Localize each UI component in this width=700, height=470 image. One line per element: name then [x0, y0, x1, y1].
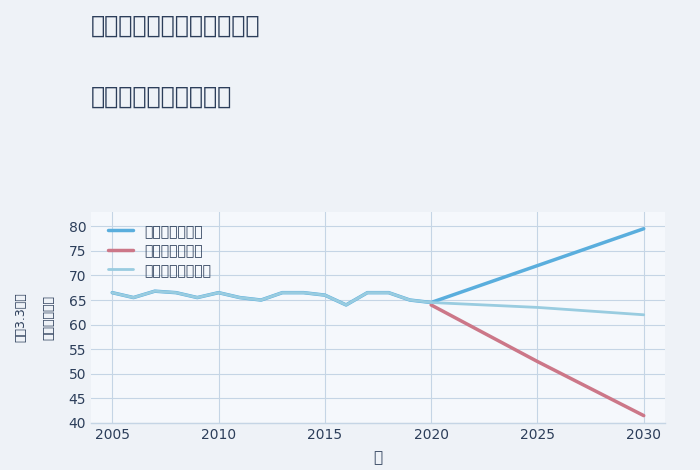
ノーマルシナリオ: [214, 290, 223, 296]
グッドシナリオ: [257, 297, 265, 303]
バッドシナリオ: [427, 302, 435, 308]
グッドシナリオ: [533, 263, 542, 268]
グッドシナリオ: [278, 290, 286, 296]
グッドシナリオ: [172, 290, 180, 296]
Text: 兵庫県丹波市市島町酒梨の: 兵庫県丹波市市島町酒梨の: [91, 14, 260, 38]
ノーマルシナリオ: [363, 290, 372, 296]
グッドシナリオ: [363, 290, 372, 296]
グッドシナリオ: [640, 226, 648, 232]
ノーマルシナリオ: [193, 295, 202, 300]
ノーマルシナリオ: [278, 290, 286, 296]
X-axis label: 年: 年: [373, 450, 383, 465]
ノーマルシナリオ: [150, 289, 159, 294]
バッドシナリオ: [640, 413, 648, 418]
Line: グッドシナリオ: グッドシナリオ: [112, 229, 644, 305]
グッドシナリオ: [321, 292, 329, 298]
グッドシナリオ: [108, 290, 116, 296]
グッドシナリオ: [236, 295, 244, 300]
ノーマルシナリオ: [257, 297, 265, 303]
Line: ノーマルシナリオ: ノーマルシナリオ: [112, 291, 644, 315]
グッドシナリオ: [130, 295, 138, 300]
ノーマルシナリオ: [384, 290, 393, 296]
ノーマルシナリオ: [172, 290, 180, 296]
グッドシナリオ: [193, 295, 202, 300]
ノーマルシナリオ: [406, 297, 414, 303]
ノーマルシナリオ: [300, 290, 308, 296]
ノーマルシナリオ: [108, 290, 116, 296]
グッドシナリオ: [406, 297, 414, 303]
ノーマルシナリオ: [321, 292, 329, 298]
ノーマルシナリオ: [640, 312, 648, 318]
ノーマルシナリオ: [236, 295, 244, 300]
グッドシナリオ: [214, 290, 223, 296]
グッドシナリオ: [150, 289, 159, 294]
グッドシナリオ: [427, 300, 435, 306]
バッドシナリオ: [533, 359, 542, 364]
ノーマルシナリオ: [130, 295, 138, 300]
グッドシナリオ: [384, 290, 393, 296]
ノーマルシナリオ: [427, 300, 435, 306]
Text: 単価（万円）: 単価（万円）: [43, 295, 55, 340]
Legend: グッドシナリオ, バッドシナリオ, ノーマルシナリオ: グッドシナリオ, バッドシナリオ, ノーマルシナリオ: [104, 220, 215, 282]
グッドシナリオ: [300, 290, 308, 296]
Line: バッドシナリオ: バッドシナリオ: [431, 305, 644, 415]
ノーマルシナリオ: [533, 305, 542, 310]
Text: 中古戸建ての価格推移: 中古戸建ての価格推移: [91, 85, 232, 109]
グッドシナリオ: [342, 302, 350, 308]
ノーマルシナリオ: [342, 302, 350, 308]
Text: 坪（3.3㎡）: 坪（3.3㎡）: [15, 292, 27, 342]
